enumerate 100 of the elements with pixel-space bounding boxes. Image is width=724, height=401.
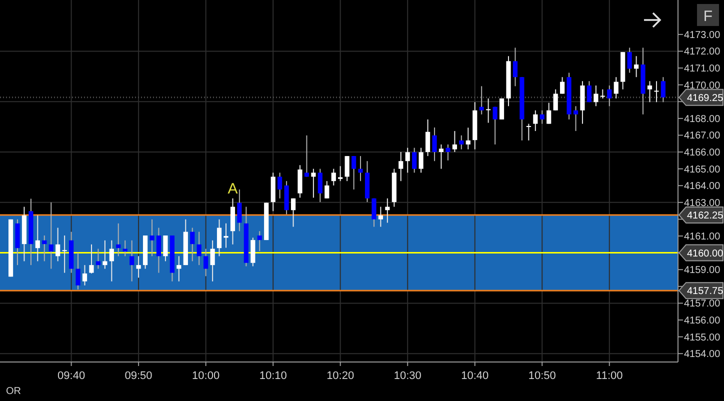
x-tick-label: 10:30 bbox=[394, 370, 422, 382]
candlestick bbox=[634, 56, 639, 78]
candlestick bbox=[573, 106, 578, 132]
candlestick bbox=[560, 76, 565, 94]
candlestick bbox=[56, 227, 60, 262]
y-tick-label: 4159.00 bbox=[684, 265, 721, 276]
x-tick-label: 10:00 bbox=[192, 370, 220, 382]
candlestick bbox=[210, 240, 215, 282]
x-tick-label: 10:40 bbox=[461, 370, 489, 382]
candlestick bbox=[432, 127, 437, 162]
y-tick-label: 4166.00 bbox=[684, 148, 721, 159]
candlestick bbox=[116, 222, 121, 257]
candlestick bbox=[479, 86, 484, 115]
candlestick bbox=[62, 235, 67, 274]
candlestick bbox=[76, 252, 80, 290]
y-tick-label: 4154.00 bbox=[684, 349, 721, 360]
candlestick bbox=[237, 188, 242, 232]
candlestick bbox=[425, 118, 430, 157]
candlestick bbox=[130, 240, 134, 282]
y-tick-label: 4167.00 bbox=[684, 130, 721, 142]
candlestick bbox=[156, 227, 162, 274]
candlestick bbox=[190, 227, 195, 262]
candlestick bbox=[136, 256, 141, 278]
x-tick-label: 10:50 bbox=[528, 370, 556, 382]
candlestick bbox=[82, 264, 88, 286]
candlestick bbox=[324, 180, 330, 199]
candlestick bbox=[526, 123, 531, 141]
candlestick bbox=[304, 134, 310, 178]
y-tick-label: 4173.00 bbox=[684, 30, 721, 41]
y-tick-label: 4168.00 bbox=[684, 114, 721, 125]
candlestick bbox=[89, 244, 94, 274]
f-button: F bbox=[697, 4, 719, 26]
candlestick bbox=[540, 110, 544, 124]
candlestick bbox=[418, 147, 424, 174]
y-tick-label: 4170.00 bbox=[684, 80, 721, 92]
candlestick bbox=[318, 168, 322, 203]
candlestick bbox=[372, 198, 376, 228]
candlestick bbox=[553, 88, 558, 111]
candlestick bbox=[196, 231, 202, 266]
x-tick-label: 11:00 bbox=[596, 370, 623, 382]
candlestick bbox=[438, 144, 444, 170]
y-tick-label: 4156.00 bbox=[684, 316, 721, 327]
candlestick bbox=[224, 222, 228, 248]
y-tick-label: 4155.00 bbox=[684, 332, 721, 344]
candlestick bbox=[298, 164, 302, 198]
candlestick bbox=[586, 80, 592, 103]
candlestick bbox=[257, 230, 262, 252]
candlestick bbox=[405, 147, 410, 174]
ref-line-label: 4160.00 bbox=[687, 248, 724, 260]
candlestick bbox=[466, 127, 470, 150]
ref-line-label: 4157.75 bbox=[687, 286, 724, 298]
annotation: A bbox=[228, 180, 238, 198]
candlestick bbox=[250, 237, 256, 267]
y-tick-label: 4164.00 bbox=[684, 181, 721, 192]
x-tick-label: 09:50 bbox=[124, 370, 152, 382]
candlestick bbox=[398, 152, 404, 182]
candlestick bbox=[486, 98, 491, 124]
candlestick bbox=[446, 144, 450, 161]
candlestick bbox=[647, 80, 652, 103]
y-tick-label: 4165.00 bbox=[684, 164, 721, 176]
candlestick bbox=[627, 47, 632, 74]
x-tick-label: 09:40 bbox=[58, 370, 86, 382]
candlestick bbox=[35, 214, 40, 262]
candlestick bbox=[122, 240, 128, 257]
candlestick bbox=[150, 218, 154, 257]
y-tick-label: 4163.00 bbox=[684, 198, 721, 209]
candlestick bbox=[176, 256, 182, 282]
candlestick bbox=[452, 130, 458, 153]
candlestick bbox=[499, 98, 504, 120]
candlestick bbox=[109, 240, 114, 282]
candlestick bbox=[378, 206, 383, 228]
ref-line-label: 4162.25 bbox=[687, 210, 724, 222]
x-tick-label: 10:10 bbox=[259, 370, 287, 382]
text: OR bbox=[6, 386, 21, 397]
candlestick bbox=[533, 110, 538, 132]
y-tick-label: 4157.00 bbox=[684, 298, 721, 310]
candlestick bbox=[358, 156, 363, 182]
candlestick bbox=[42, 235, 47, 262]
candlestick bbox=[546, 102, 552, 124]
x-tick-label: 10:20 bbox=[326, 370, 354, 382]
candlestick bbox=[352, 156, 356, 190]
candlestick bbox=[600, 88, 605, 99]
candlestick bbox=[277, 172, 282, 199]
candlestick bbox=[331, 168, 336, 186]
candlestick bbox=[660, 76, 666, 103]
candlestick bbox=[311, 168, 316, 198]
candlestick bbox=[216, 218, 222, 257]
y-tick-label: 4172.00 bbox=[684, 46, 721, 58]
candlestick bbox=[654, 80, 659, 103]
candlestick bbox=[412, 147, 417, 174]
candlestick bbox=[48, 202, 54, 270]
y-tick-label: 4171.00 bbox=[684, 64, 721, 75]
candlestick bbox=[459, 134, 464, 150]
candlestick bbox=[96, 248, 100, 270]
candlestick bbox=[344, 156, 350, 182]
candlestick bbox=[512, 47, 518, 87]
candlestick bbox=[492, 106, 498, 145]
candlestick bbox=[204, 248, 208, 277]
candlestick bbox=[338, 166, 343, 182]
candlestick bbox=[614, 76, 618, 99]
